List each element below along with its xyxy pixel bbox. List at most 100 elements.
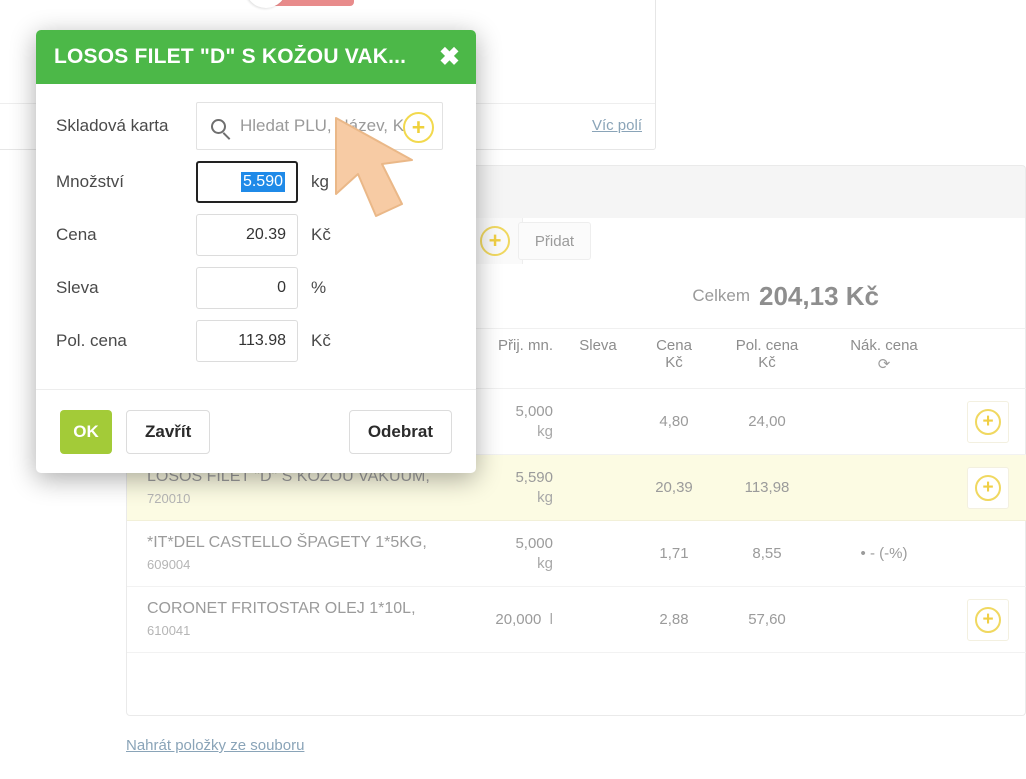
ok-button[interactable]: OK — [60, 409, 112, 454]
row-name-cell: *IT*DEL CASTELLO ŠPAGETY 1*5KG, 609004 — [127, 520, 467, 587]
stock-card-search[interactable]: Hledat PLU, Název, K + — [196, 102, 443, 150]
row-line-price-cell: 57,60 — [715, 586, 819, 653]
row-quantity-cell: 5,000 kg — [467, 388, 563, 455]
upload-items-link[interactable]: Nahrát položky ze souboru — [126, 737, 305, 754]
row-discount-cell — [563, 520, 633, 587]
th-price: Cena Kč — [633, 329, 715, 389]
row-action-cell: + — [949, 454, 1026, 521]
row-quantity: 20,000 — [495, 610, 542, 628]
row-name-cell: CORONET FRITOSTAR OLEJ 1*10L, 610041 — [127, 586, 467, 653]
row-product-code: 610041 — [147, 622, 191, 638]
field-input[interactable]: 20.39 — [196, 214, 298, 256]
row-discount-cell — [563, 454, 633, 521]
th-line-price: Pol. cena Kč — [715, 329, 819, 389]
field-row-sleva: Sleva 0% — [36, 267, 476, 309]
field-input[interactable]: 5.590 — [196, 161, 298, 203]
row-purchase-price-cell — [819, 388, 949, 455]
more-fields-link[interactable]: Víc polí — [591, 117, 642, 134]
dialog-body: Skladová karta Hledat PLU, Název, K + Mn… — [36, 84, 476, 362]
row-quantity: 5,000 — [515, 534, 553, 552]
row-line-price-cell: 113,98 — [715, 454, 819, 521]
row-purchase-price-cell — [819, 586, 949, 653]
field-unit: Kč — [311, 225, 331, 244]
row-line-price-cell: 24,00 — [715, 388, 819, 455]
table-row[interactable]: LOSOS FILET "D" S KOŽOU VAKUUM, 720010 5,5… — [127, 454, 1026, 521]
remove-button[interactable]: Odebrat — [348, 409, 452, 454]
row-action-cell — [949, 520, 1026, 587]
field-label: Sleva — [56, 278, 99, 297]
row-product-name: CORONET FRITOSTAR OLEJ 1*10L, — [147, 599, 416, 617]
total-label: Celkem — [692, 286, 751, 305]
refresh-icon[interactable]: ⟳ — [877, 356, 891, 373]
row-price-cell: 20,39 — [633, 454, 715, 521]
th-discount: Sleva — [563, 329, 633, 389]
row-quantity-cell: 20,000 l — [467, 586, 563, 653]
row-quantity: 5,590 — [515, 468, 553, 486]
row-product-code: 609004 — [147, 556, 191, 572]
row-unit: l — [549, 610, 553, 628]
total-value: 204,13 Kč — [759, 280, 879, 311]
dialog-footer: OK Zavřít Odebrat — [36, 389, 476, 473]
field-label: Množství — [56, 172, 125, 191]
dialog-header: LOSOS FILET "D" S KOŽOU VAK... ✖ — [36, 30, 476, 84]
row-quantity-cell: 5,590 kg — [467, 454, 563, 521]
row-product-name: *IT*DEL CASTELLO ŠPAGETY 1*5KG, — [147, 533, 427, 551]
add-button[interactable]: Přidat — [518, 222, 591, 260]
row-price-cell: 1,71 — [633, 520, 715, 587]
field-row-cena: Cena 20.39 Kč — [36, 214, 476, 256]
field-label: Cena — [56, 225, 97, 244]
field-unit: kg — [311, 172, 329, 191]
row-discount-cell — [563, 586, 633, 653]
th-price-label: Cena — [656, 337, 692, 354]
close-icon[interactable]: ✖ — [439, 42, 460, 71]
row-add-button[interactable]: + — [967, 400, 1009, 443]
search-icon — [211, 118, 226, 134]
field-value-selected: 5.590 — [240, 172, 285, 192]
row-product-code: 720010 — [147, 490, 191, 506]
row-price-cell: 4,80 — [633, 388, 715, 455]
row-unit: kg — [537, 554, 553, 572]
row-line-price-cell: 8,55 — [715, 520, 819, 587]
field-value: 20.39 — [245, 226, 286, 243]
row-unit: kg — [537, 422, 553, 440]
field-label: Pol. cena — [56, 331, 127, 350]
row-purchase-price-cell — [819, 454, 949, 521]
search-placeholder: Hledat PLU, Název, K — [240, 116, 405, 135]
search-add-icon[interactable]: + — [403, 112, 434, 143]
field-unit: % — [311, 278, 327, 297]
field-value: 0 — [277, 279, 286, 296]
row-purchase-price-cell: • - (-%) — [819, 520, 949, 587]
field-row-pol-cena: Pol. cena 113.98 Kč — [36, 320, 476, 362]
plus-circle-icon: + — [480, 226, 510, 256]
plus-circle-icon: + — [975, 408, 1001, 435]
th-purchase-price-label: Nák. cena — [850, 337, 918, 354]
th-actions — [949, 329, 1026, 389]
field-row-mno-stv: Množství 5.590 kg — [36, 161, 476, 203]
row-quantity-cell: 5,000 kg — [467, 520, 563, 587]
plus-circle-icon: + — [975, 474, 1001, 501]
row-quantity: 5,000 — [515, 402, 553, 420]
row-action-cell: + — [949, 388, 1026, 455]
th-line-price-label: Pol. cena — [735, 337, 799, 354]
field-value: 113.98 — [238, 332, 286, 349]
th-line-price-unit: Kč — [758, 354, 776, 371]
table-row[interactable]: CORONET FRITOSTAR OLEJ 1*10L, 610041 20,00… — [127, 586, 1026, 653]
top-action-button[interactable] — [246, 0, 354, 8]
stock-card-row: Skladová karta Hledat PLU, Název, K + — [36, 102, 476, 150]
th-quantity: Přij. mn. — [467, 329, 563, 389]
item-edit-dialog: LOSOS FILET "D" S KOŽOU VAK... ✖ Skladov… — [36, 30, 476, 473]
stock-card-label: Skladová karta — [56, 116, 169, 135]
row-action-cell: + — [949, 586, 1026, 653]
row-add-button[interactable]: + — [967, 598, 1009, 641]
field-input[interactable]: 113.98 — [196, 320, 298, 362]
row-unit: kg — [537, 488, 553, 506]
row-add-button[interactable]: + — [967, 466, 1009, 509]
row-price-cell: 2,88 — [633, 586, 715, 653]
table-row[interactable]: *IT*DEL CASTELLO ŠPAGETY 1*5KG, 609004 5,0… — [127, 520, 1026, 587]
close-button[interactable]: Zavřít — [126, 409, 211, 454]
items-table: Přij. mn. Sleva Cena Kč Pol. cena Kč Nák… — [126, 328, 1026, 716]
field-input[interactable]: 0 — [196, 267, 298, 309]
dialog-title: LOSOS FILET "D" S KOŽOU VAK... — [54, 45, 407, 68]
th-price-unit: Kč — [665, 354, 683, 371]
